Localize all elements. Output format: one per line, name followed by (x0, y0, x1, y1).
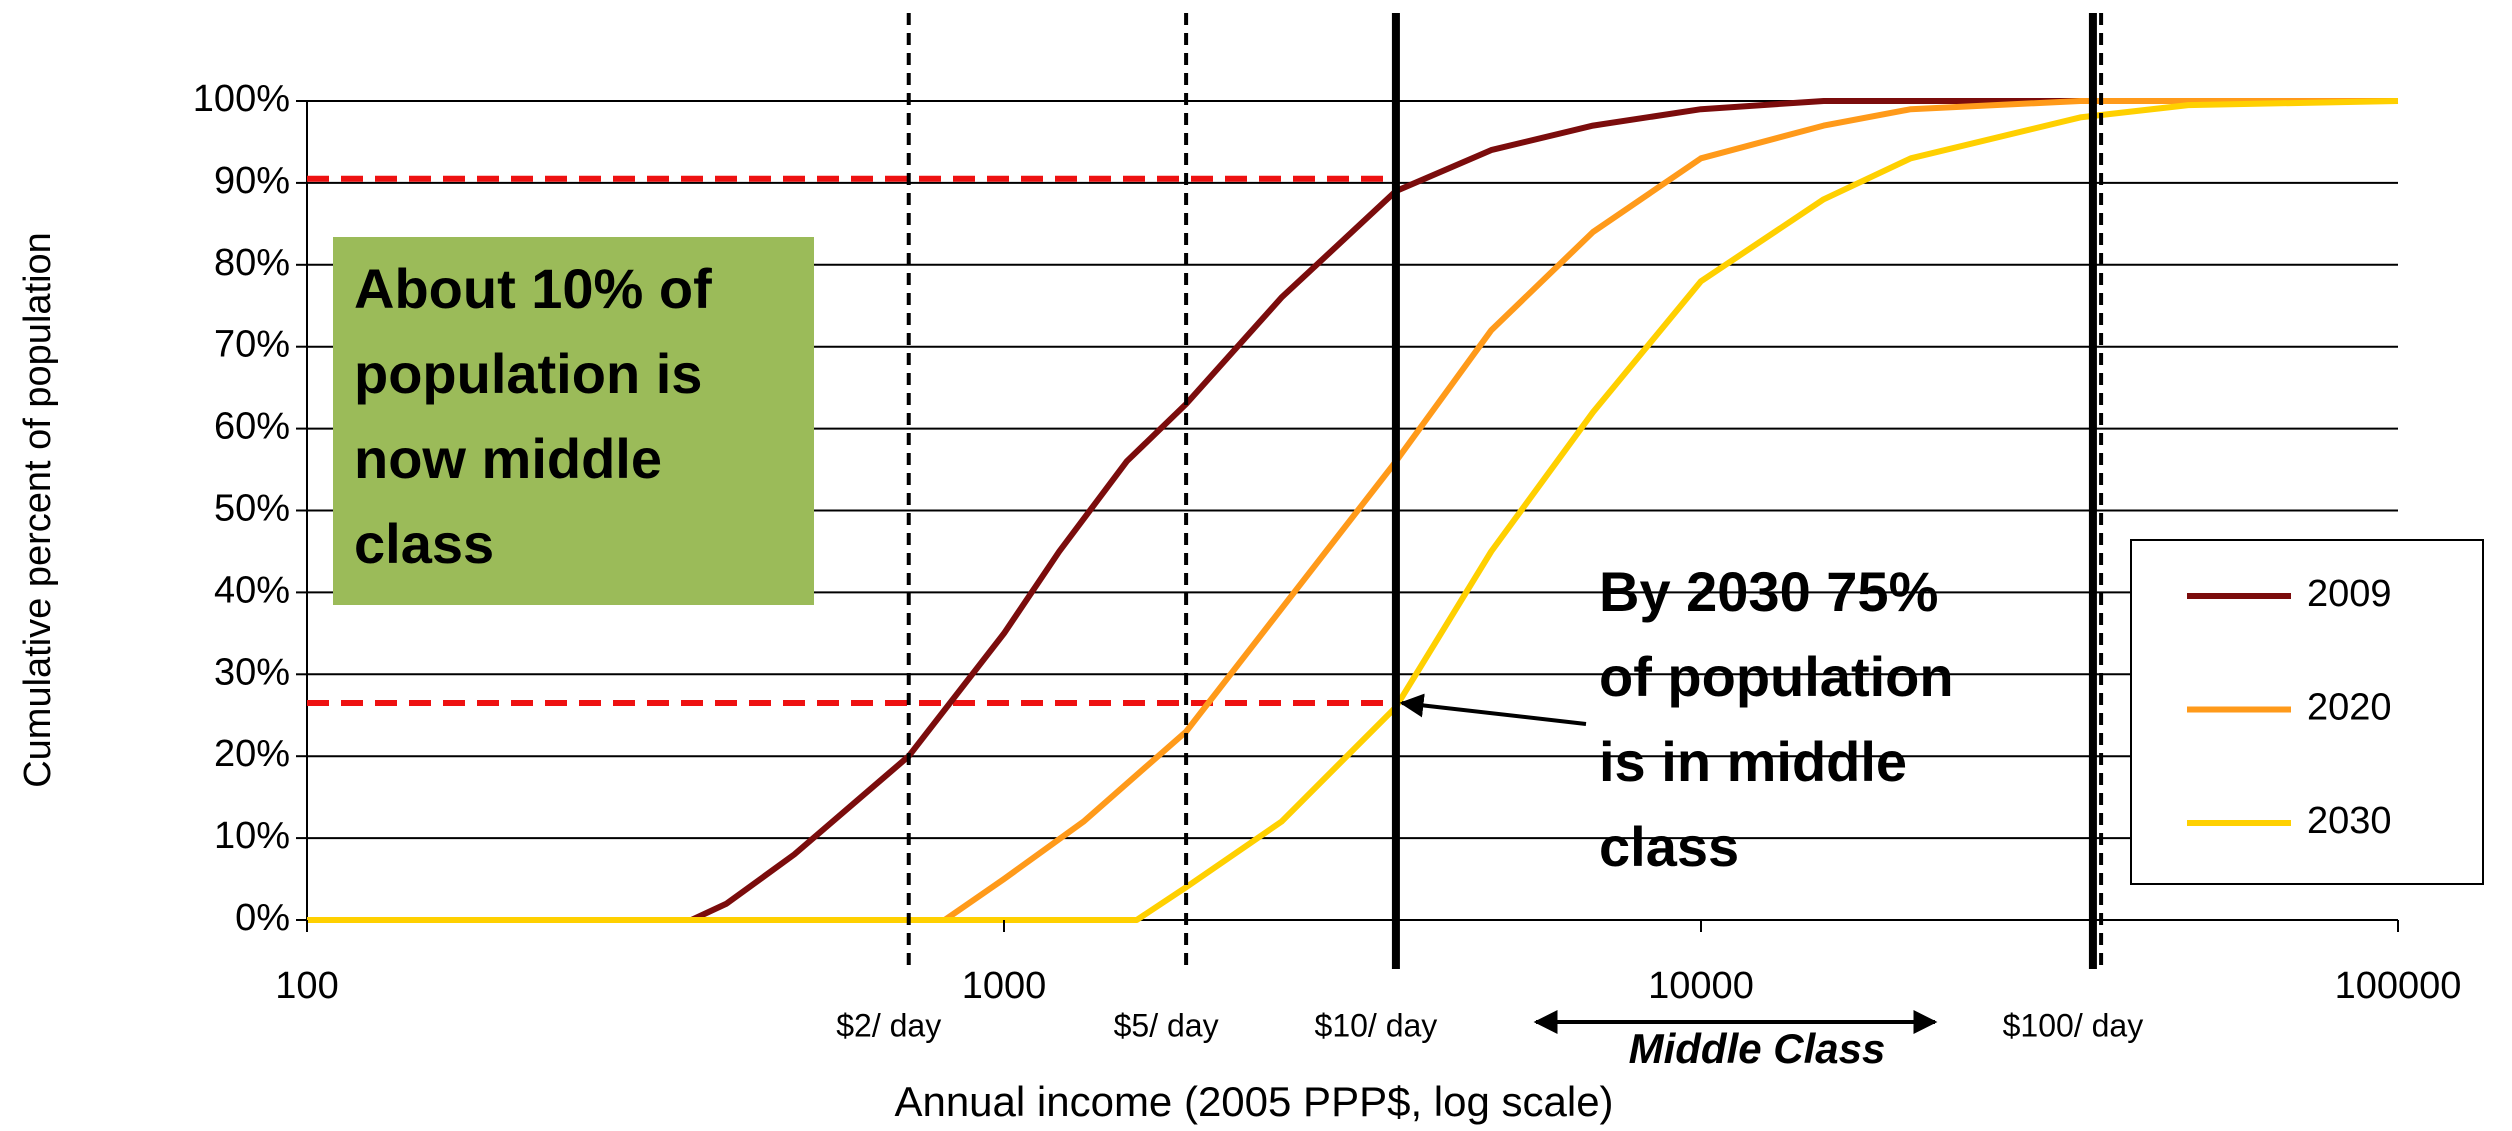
y-tick-label: 100% (193, 78, 290, 120)
annotation-arrow (1399, 693, 1587, 726)
y-tick-label: 10% (214, 815, 290, 857)
reference-label: $2/ day (836, 1007, 941, 1043)
annotation-text: population is (354, 342, 702, 405)
annotation-text: is in middle (1599, 730, 1907, 793)
annotation-text: By 2030 75% (1599, 560, 1938, 623)
range-label: Middle Class (1629, 1025, 1886, 1072)
legend-label: 2030 (2307, 800, 2392, 842)
series-line (307, 98, 2399, 923)
y-tick-label: 40% (214, 569, 290, 611)
plot-area (307, 98, 2399, 923)
y-tick-label: 0% (235, 897, 290, 939)
legend-label: 2009 (2307, 573, 2392, 615)
y-tick-label: 60% (214, 406, 290, 448)
x-axis-title: Annual income (2005 PPP$, log scale) (894, 1078, 1613, 1125)
reference-label: $100/ day (2003, 1007, 2144, 1043)
reference-label: $10/ day (1315, 1007, 1438, 1043)
x-tick-label: 100 (275, 965, 338, 1007)
annotation-text: of population (1599, 645, 1954, 708)
y-tick-label: 70% (214, 324, 290, 366)
legend-label: 2020 (2307, 687, 2392, 729)
y-tick-label: 80% (214, 242, 290, 284)
reference-label: $5/ day (1114, 1007, 1219, 1043)
annotation-text: now middle (354, 427, 662, 490)
annotation-text: class (354, 512, 494, 575)
y-axis-title: Cumulative percent of population (17, 232, 59, 788)
x-tick-label: 1000 (962, 965, 1047, 1007)
annotation-box (333, 237, 814, 605)
y-tick-label: 20% (214, 733, 290, 775)
annotation-text: class (1599, 815, 1739, 878)
y-tick-label: 50% (214, 488, 290, 530)
y-tick-label: 90% (214, 160, 290, 202)
annotation-text: About 10% of (354, 257, 712, 320)
x-tick-label: 100000 (2335, 965, 2462, 1007)
series-line (307, 98, 2398, 923)
series-line (307, 98, 2398, 923)
x-tick-label: 10000 (1648, 965, 1754, 1007)
y-tick-label: 30% (214, 651, 290, 693)
